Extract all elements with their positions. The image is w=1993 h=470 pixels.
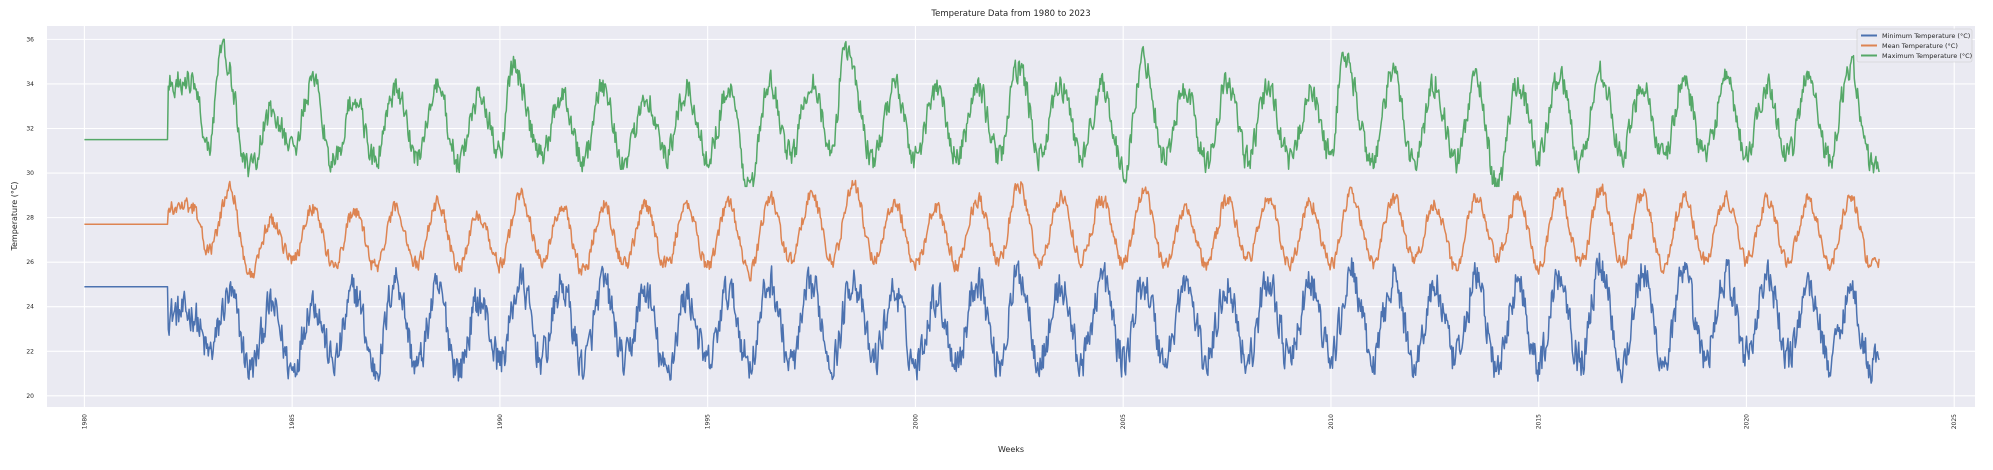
y-tick-label: 34 bbox=[26, 81, 34, 88]
x-tick-label: 2010 bbox=[1328, 414, 1335, 429]
x-tick-label: 1985 bbox=[289, 414, 296, 429]
series-line-min bbox=[84, 252, 1880, 384]
y-tick-label: 28 bbox=[26, 215, 34, 222]
x-tick-label: 2005 bbox=[1120, 414, 1127, 429]
x-tick-label: 1990 bbox=[497, 414, 504, 429]
legend-box bbox=[1856, 28, 1973, 63]
y-tick-label: 22 bbox=[26, 348, 34, 355]
y-tick-label: 30 bbox=[26, 170, 34, 177]
series-line-mean bbox=[84, 179, 1880, 282]
y-tick-label: 26 bbox=[26, 259, 34, 266]
y-tick-label: 20 bbox=[26, 393, 34, 400]
y-axis-label: Temperature (°C) bbox=[10, 181, 19, 251]
grid bbox=[47, 26, 1975, 407]
legend: Minimum Temperature (°C) Mean Temperatur… bbox=[1856, 28, 1973, 63]
x-tick-label: 2025 bbox=[1951, 414, 1958, 429]
x-tick-label: 1995 bbox=[705, 414, 712, 429]
y-tick-label: 36 bbox=[26, 36, 34, 43]
legend-label-max: Maximum Temperature (°C) bbox=[1882, 52, 1972, 60]
legend-label-min: Minimum Temperature (°C) bbox=[1882, 32, 1970, 40]
x-tick-label: 2015 bbox=[1536, 414, 1543, 429]
x-tick-label: 2000 bbox=[912, 414, 919, 429]
chart-title: Temperature Data from 1980 to 2023 bbox=[930, 9, 1090, 19]
series-line-max bbox=[84, 38, 1880, 188]
x-tick-label: 2020 bbox=[1743, 414, 1750, 429]
x-tick-label: 1980 bbox=[81, 414, 88, 429]
tick-labels: 1980 1985 1990 1995 2000 2005 2010 2015 2020 2025… bbox=[26, 36, 1958, 429]
y-tick-label: 24 bbox=[26, 304, 34, 311]
x-axis-label: Weeks bbox=[998, 445, 1024, 454]
series-lines bbox=[84, 38, 1880, 384]
y-tick-label: 32 bbox=[26, 125, 34, 132]
legend-label-mean: Mean Temperature (°C) bbox=[1882, 42, 1958, 50]
